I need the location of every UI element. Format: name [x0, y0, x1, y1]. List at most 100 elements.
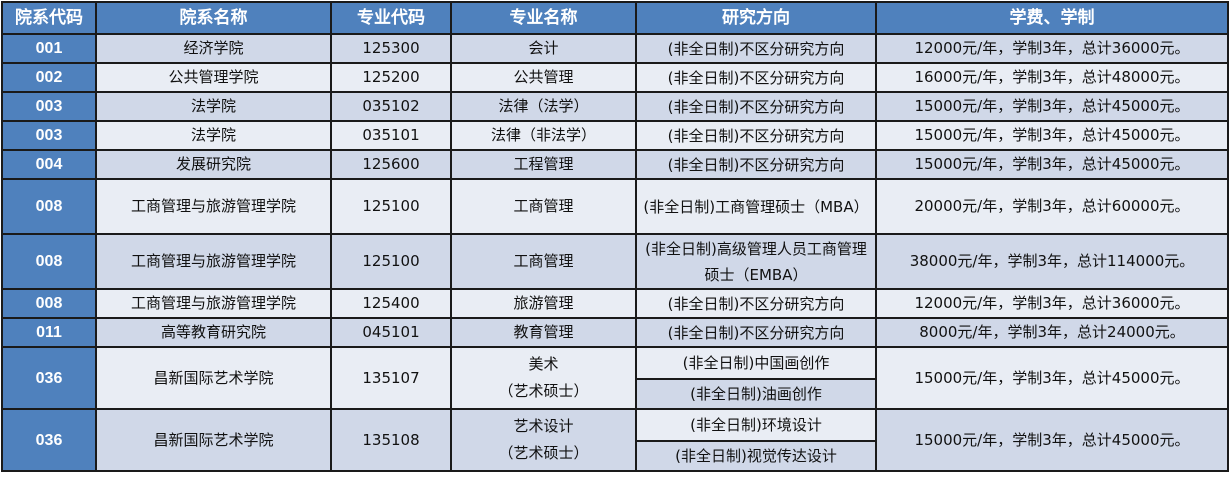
- tuition-fee: 15000元/年，学制3年，总计45000元。: [875, 149, 1229, 180]
- school-code: 008: [1, 233, 97, 290]
- research-direction: (非全日制)不区分研究方向: [635, 120, 877, 151]
- table-row-sub: (非全日制)视觉传达设计: [2, 440, 1228, 472]
- school-code: 008: [1, 288, 97, 319]
- major-name: 法律（法学）: [450, 91, 637, 122]
- table-row: 003 法学院 035102 法律（法学） (非全日制)不区分研究方向 15000元/年，…: [1, 91, 1229, 122]
- table-row-sub: (非全日制)油画创作: [2, 378, 1228, 410]
- school-code: 002: [1, 62, 97, 93]
- school-name: 昌新国际艺术学院: [95, 346, 332, 410]
- research-direction: (非全日制)视觉传达设计: [635, 440, 877, 472]
- major-code: 125200: [330, 62, 452, 93]
- school-code: 036: [1, 346, 97, 410]
- text-line: 旅游管理: [513, 294, 574, 312]
- tuition-table: 院系代码 院系名称 专业代码 专业名称 研究方向 学费、学制 001 经济学院 125300 会…: [1, 1, 1229, 472]
- major-code: 035102: [330, 91, 452, 122]
- school-code: 001: [1, 33, 97, 64]
- text-line: 工商管理: [513, 252, 574, 270]
- text-line: (非全日制)不区分研究方向: [667, 126, 845, 145]
- school-name: 工商管理与旅游管理学院: [95, 288, 332, 319]
- text-line: (非全日制)不区分研究方向: [667, 294, 845, 313]
- research-direction: (非全日制)不区分研究方向: [635, 317, 877, 348]
- table-row: 036 昌新国际艺术学院 135107 美术 （艺术硕士） (非全日制)中国画创作 1500…: [1, 346, 1229, 410]
- text-line: 艺术设计: [513, 417, 574, 435]
- research-direction: (非全日制)不区分研究方向: [635, 149, 877, 180]
- text-line: (非全日制)不区分研究方向: [667, 39, 845, 58]
- major-name: 工商管理: [450, 178, 637, 235]
- major-name: 法律（非法学）: [450, 120, 637, 151]
- table-row: 004 发展研究院 125600 工程管理 (非全日制)不区分研究方向 15000元/年，…: [1, 149, 1229, 180]
- school-name: 工商管理与旅游管理学院: [95, 178, 332, 235]
- tuition-fee: 15000元/年，学制3年，总计45000元。: [875, 91, 1229, 122]
- table-row: 008 工商管理与旅游管理学院 125400 旅游管理 (非全日制)不区分研究方向 120…: [1, 288, 1229, 319]
- school-name: 工商管理与旅游管理学院: [95, 233, 332, 290]
- text-line: 教育管理: [513, 323, 574, 341]
- text-line: (非全日制)高级管理人员工商管理硕士（EMBA）: [645, 239, 867, 284]
- school-code: 036: [1, 408, 97, 472]
- research-direction: (非全日制)高级管理人员工商管理硕士（EMBA）: [635, 233, 877, 290]
- major-name: 教育管理: [450, 317, 637, 348]
- school-code: 008: [1, 178, 97, 235]
- header-direction: 研究方向: [635, 1, 877, 35]
- major-code: 125100: [330, 233, 452, 290]
- school-code: 003: [1, 91, 97, 122]
- school-name: 公共管理学院: [95, 62, 332, 93]
- school-name: 法学院: [95, 120, 332, 151]
- tuition-fee: 20000元/年，学制3年，总计60000元。: [875, 178, 1229, 235]
- research-direction: (非全日制)不区分研究方向: [635, 33, 877, 64]
- table-row: 001 经济学院 125300 会计 (非全日制)不区分研究方向 12000元/年，学制3…: [1, 33, 1229, 64]
- tuition-fee: 15000元/年，学制3年，总计45000元。: [875, 120, 1229, 151]
- major-code: 035101: [330, 120, 452, 151]
- tuition-fee: 12000元/年，学制3年，总计36000元。: [875, 288, 1229, 319]
- text-line: (非全日制)工商管理硕士（MBA）: [643, 197, 869, 216]
- major-name: 美术 （艺术硕士）: [450, 346, 637, 410]
- school-name: 发展研究院: [95, 149, 332, 180]
- text-line: （艺术硕士）: [498, 444, 589, 462]
- research-direction: (非全日制)不区分研究方向: [635, 288, 877, 319]
- major-code: 135107: [330, 346, 452, 410]
- header-row: 院系代码 院系名称 专业代码 专业名称 研究方向 学费、学制: [1, 1, 1229, 35]
- major-code: 125400: [330, 288, 452, 319]
- major-name: 艺术设计 （艺术硕士）: [450, 408, 637, 472]
- table-row: 008 工商管理与旅游管理学院 125100 工商管理 (非全日制)工商管理硕士（MBA…: [1, 178, 1229, 235]
- table-row: 008 工商管理与旅游管理学院 125100 工商管理 (非全日制)高级管理人员工商管理…: [1, 233, 1229, 290]
- school-code: 003: [1, 120, 97, 151]
- major-name: 公共管理: [450, 62, 637, 93]
- school-name: 经济学院: [95, 33, 332, 64]
- school-code: 011: [1, 317, 97, 348]
- header-school-code: 院系代码: [1, 1, 97, 35]
- major-code: 045101: [330, 317, 452, 348]
- header-fee: 学费、学制: [875, 1, 1229, 35]
- text-line: 公共管理: [513, 68, 574, 86]
- research-direction: (非全日制)不区分研究方向: [635, 62, 877, 93]
- school-code: 004: [1, 149, 97, 180]
- tuition-fee: 8000元/年，学制3年，总计24000元。: [875, 317, 1229, 348]
- table-row: 011 高等教育研究院 045101 教育管理 (非全日制)不区分研究方向 8000元/年…: [1, 317, 1229, 348]
- major-code: 125300: [330, 33, 452, 64]
- major-name: 会计: [450, 33, 637, 64]
- research-direction: (非全日制)工商管理硕士（MBA）: [635, 178, 877, 235]
- text-line: 法律（法学）: [498, 97, 589, 115]
- table-row: 003 法学院 035101 法律（非法学） (非全日制)不区分研究方向 15000元/年…: [1, 120, 1229, 151]
- school-name: 高等教育研究院: [95, 317, 332, 348]
- text-line: 工程管理: [513, 155, 574, 173]
- major-name: 工程管理: [450, 149, 637, 180]
- text-line: 美术: [528, 355, 559, 373]
- text-line: (非全日制)不区分研究方向: [667, 97, 845, 116]
- text-line: (非全日制)不区分研究方向: [667, 323, 845, 342]
- school-name: 法学院: [95, 91, 332, 122]
- major-code: 125600: [330, 149, 452, 180]
- research-direction: (非全日制)油画创作: [635, 378, 877, 410]
- tuition-fee: 12000元/年，学制3年，总计36000元。: [875, 33, 1229, 64]
- table-row: 002 公共管理学院 125200 公共管理 (非全日制)不区分研究方向 16000元/年…: [1, 62, 1229, 93]
- header-major-name: 专业名称: [450, 1, 637, 35]
- text-line: 法律（非法学）: [490, 126, 596, 144]
- text-line: 会计: [528, 39, 559, 57]
- research-direction: (非全日制)环境设计: [635, 408, 877, 442]
- text-line: (非全日制)不区分研究方向: [667, 155, 845, 174]
- major-code: 135108: [330, 408, 452, 472]
- school-name: 昌新国际艺术学院: [95, 408, 332, 472]
- tuition-fee: 15000元/年，学制3年，总计45000元。: [875, 346, 1229, 410]
- text-line: (非全日制)不区分研究方向: [667, 68, 845, 87]
- tuition-fee: 16000元/年，学制3年，总计48000元。: [875, 62, 1229, 93]
- header-major-code: 专业代码: [330, 1, 452, 35]
